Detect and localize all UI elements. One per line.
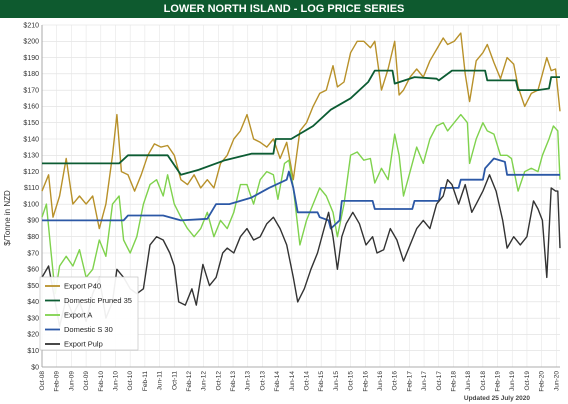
y-tick-label: $20 [27,332,39,339]
series-line-domestic-s-30 [42,157,560,230]
y-tick-label: $180 [23,71,39,78]
x-tick-label: Feb-11 [142,371,149,391]
x-tick-label: Jun-20 [553,371,560,391]
series-line-export-p40 [41,32,561,230]
x-tick-labels: Oct-08 Feb-09 Jun-09 Oct-09 Feb-10 Jun-10 Oct-… [39,371,560,392]
x-tick-label: Oct-13 [259,371,266,391]
x-tick-label: Jun-17 [421,371,428,391]
x-tick-label: Feb-15 [318,371,325,392]
x-tick-label: Feb-12 [186,371,193,392]
x-tick-label: Feb-18 [450,371,457,392]
series-line-export-a [41,113,561,295]
x-tick-label: Feb-10 [98,371,105,392]
x-tick-label: Oct-12 [215,371,222,391]
x-tick-label: Oct-08 [39,371,46,391]
x-tick-label: Feb-13 [230,371,237,392]
y-tick-label: $120 [23,169,39,176]
legend-label: Domestic Pruned 35 [64,296,132,305]
legend-box [39,276,139,351]
y-tick-label: $150 [23,120,39,127]
x-tick-label: Oct-10 [127,371,134,391]
legend-label: Domestic S 30 [64,325,113,334]
updated-note: Updated 25 July 2020 [464,395,530,402]
y-tick-label: $90 [27,218,39,225]
x-tick-label: Jun-14 [289,371,296,391]
x-tick-label: Oct-11 [171,371,178,390]
x-tick-label: Jun-18 [465,371,472,391]
x-tick-label: Oct-18 [480,371,487,391]
y-tick-label: $100 [23,201,39,208]
x-tick-label: Jun-15 [333,371,340,391]
x-tick-label: Oct-15 [348,371,355,391]
x-tick-label: Oct-19 [524,371,531,391]
y-tick-label: $160 [23,104,39,111]
x-tick-label: Feb-20 [539,371,546,392]
x-tick-label: Feb-17 [406,371,413,392]
y-tick-label: $10 [27,348,39,355]
y-tick-label: $30 [27,315,39,322]
y-tick-label: $40 [27,299,39,306]
legend-label: Export Pulp [64,340,103,349]
legend: Export P40 Domestic Pruned 35 Export A Dome… [39,276,139,351]
y-tick-label: $130 [23,153,39,160]
x-tick-label: Jun-09 [68,371,75,391]
y-tick-label: $200 [23,39,39,46]
x-tick-label: Feb-16 [362,371,369,392]
y-tick-label: $190 [23,55,39,62]
x-tick-label: Jun-11 [157,371,164,391]
x-tick-label: Feb-14 [274,371,281,392]
x-tick-label: Oct-09 [83,371,90,391]
x-tick-label: Jun-13 [245,371,252,391]
x-tick-label: Jun-10 [112,371,119,391]
y-tick-labels: $0 $10 $20 $30 $40 $50 $60 $70 $80 $90 $100 $110 $12… [23,22,39,371]
legend-label: Export P40 [64,282,101,291]
x-tick-label: Oct-16 [392,371,399,391]
legend-label: Export A [64,311,92,320]
x-tick-label: Oct-17 [436,371,443,391]
y-tick-label: $140 [23,136,39,143]
x-tick-label: Jun-16 [377,371,384,391]
x-tick-label: Feb-09 [54,371,61,392]
y-tick-label: $60 [27,267,39,274]
y-tick-label: $210 [23,22,39,29]
x-tick-label: Jun-19 [509,371,516,391]
x-tick-label: Jun-12 [201,371,208,391]
y-tick-label: $50 [27,283,39,290]
series-line-domestic-pruned-35 [42,69,560,176]
y-axis-label: $/Tonne in NZD [3,190,12,246]
x-tick-label: Oct-14 [304,371,311,391]
y-tick-label: $80 [27,234,39,241]
x-tick-label: Feb-19 [495,371,502,392]
y-tick-label: $170 [23,87,39,94]
page-title-banner: LOWER NORTH ISLAND - LOG PRICE SERIES [0,0,568,18]
y-tick-label: $70 [27,250,39,257]
y-tick-label: $0 [31,364,39,371]
y-tick-label: $110 [24,185,39,192]
